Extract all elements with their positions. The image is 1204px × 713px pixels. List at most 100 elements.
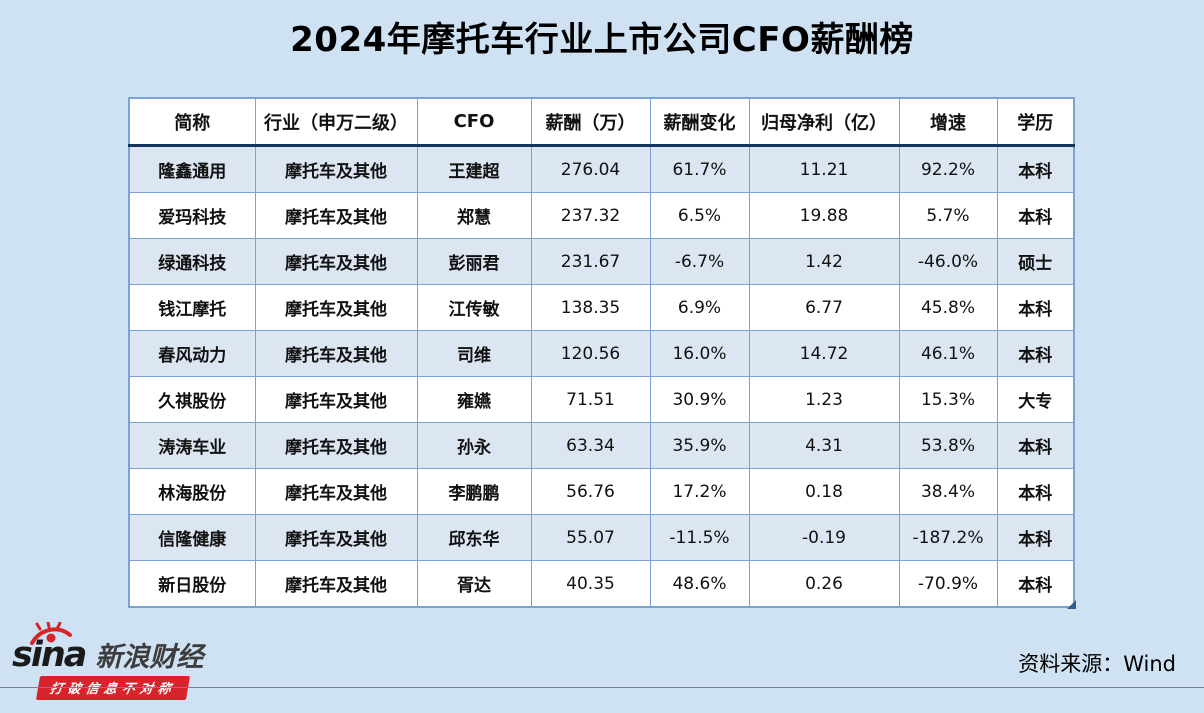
table-cell: 大专 xyxy=(996,376,1075,423)
table-cell: 本科 xyxy=(996,514,1075,561)
table-row: 春风动力 摩托车及其他 司维 120.56 16.0% 14.72 46.1% 本科 xyxy=(128,330,1075,377)
table-cell: -6.7% xyxy=(649,238,750,285)
table-cell: 司维 xyxy=(416,330,532,377)
table-cell: 40.35 xyxy=(530,560,651,608)
table-cell: 本科 xyxy=(996,192,1075,239)
table-cell: 孙永 xyxy=(416,422,532,469)
table-cell: 绿通科技 xyxy=(128,238,256,285)
sina-wordmark: sina xyxy=(12,635,87,675)
table-cell: 55.07 xyxy=(530,514,651,561)
footer-divider xyxy=(0,687,1204,688)
logo-wordmark: sina 新浪财经 xyxy=(12,638,232,673)
sina-eye-icon xyxy=(30,622,72,645)
table-cell: 1.23 xyxy=(748,376,900,423)
table-row: 钱江摩托 摩托车及其他 江传敏 138.35 6.9% 6.77 45.8% 本科 xyxy=(128,284,1075,331)
slogan-ribbon: 打破信息不对称 xyxy=(35,676,191,700)
column-header: 薪酬变化 xyxy=(649,97,750,147)
column-header: 增速 xyxy=(898,97,998,147)
table-cell: 本科 xyxy=(996,422,1075,469)
table-cell: 16.0% xyxy=(649,330,750,377)
table-cell: -70.9% xyxy=(898,560,998,608)
table-cell: 276.04 xyxy=(530,145,651,193)
table-cell: 5.7% xyxy=(898,192,998,239)
table-cell: 雍嬿 xyxy=(416,376,532,423)
table-cell: 15.3% xyxy=(898,376,998,423)
table-cell: 53.8% xyxy=(898,422,998,469)
table-row: 信隆健康 摩托车及其他 邱东华 55.07 -11.5% -0.19 -187.2% 本科 xyxy=(128,514,1075,561)
table-cell: 摩托车及其他 xyxy=(254,145,418,193)
table-cell: 120.56 xyxy=(530,330,651,377)
table-cell: 本科 xyxy=(996,284,1075,331)
data-source-label: 资料来源：Wind xyxy=(1018,652,1176,676)
table-cell: 久祺股份 xyxy=(128,376,256,423)
table-cell: 钱江摩托 xyxy=(128,284,256,331)
table-cell: 林海股份 xyxy=(128,468,256,515)
table-row: 涛涛车业 摩托车及其他 孙永 63.34 35.9% 4.31 53.8% 本科 xyxy=(128,422,1075,469)
table-cell: 6.5% xyxy=(649,192,750,239)
table-cell: 48.6% xyxy=(649,560,750,608)
table-cell: 17.2% xyxy=(649,468,750,515)
table-cell: 新日股份 xyxy=(128,560,256,608)
table-cell: 46.1% xyxy=(898,330,998,377)
table-cell: 231.67 xyxy=(530,238,651,285)
table-cell: 彭丽君 xyxy=(416,238,532,285)
table-cell: 61.7% xyxy=(649,145,750,193)
table-cell: 信隆健康 xyxy=(128,514,256,561)
table-cell: 摩托车及其他 xyxy=(254,238,418,285)
table-cell: 摩托车及其他 xyxy=(254,514,418,561)
page-title: 2024年摩托车行业上市公司CFO薪酬榜 xyxy=(290,20,914,60)
cfo-table: 简称 行业（申万二级） CFO 薪酬（万） 薪酬变化 归母净利（亿） 增速 学历 隆鑫通用 摩托车… xyxy=(128,97,1075,608)
table-cell: 摩托车及其他 xyxy=(254,376,418,423)
table-cell: 郑慧 xyxy=(416,192,532,239)
column-header: 归母净利（亿） xyxy=(748,97,900,147)
table-cell: 237.32 xyxy=(530,192,651,239)
table-cell: 14.72 xyxy=(748,330,900,377)
column-header: 学历 xyxy=(996,97,1075,147)
header-row: 简称 行业（申万二级） CFO 薪酬（万） 薪酬变化 归母净利（亿） 增速 学历 xyxy=(128,97,1075,147)
table-cell: 王建超 xyxy=(416,145,532,193)
table-cell: -0.19 xyxy=(748,514,900,561)
table-cell: 1.42 xyxy=(748,238,900,285)
table-cell: 硕士 xyxy=(996,238,1075,285)
table-cell: 胥达 xyxy=(416,560,532,608)
table-cell: 本科 xyxy=(996,468,1075,515)
table-cell: 涛涛车业 xyxy=(128,422,256,469)
table-cell: 摩托车及其他 xyxy=(254,330,418,377)
table-cell: 38.4% xyxy=(898,468,998,515)
table-cell: -187.2% xyxy=(898,514,998,561)
table-cell: 92.2% xyxy=(898,145,998,193)
table-row: 久祺股份 摩托车及其他 雍嬿 71.51 30.9% 1.23 15.3% 大专 xyxy=(128,376,1075,423)
table-row: 绿通科技 摩托车及其他 彭丽君 231.67 -6.7% 1.42 -46.0% 硕士 xyxy=(128,238,1075,285)
table-cell: 4.31 xyxy=(748,422,900,469)
table-cell: 摩托车及其他 xyxy=(254,560,418,608)
table-cell: 6.9% xyxy=(649,284,750,331)
column-header: CFO xyxy=(416,97,532,147)
table-row: 隆鑫通用 摩托车及其他 王建超 276.04 61.7% 11.21 92.2% 本科 xyxy=(128,145,1075,193)
table-row: 爱玛科技 摩托车及其他 郑慧 237.32 6.5% 19.88 5.7% 本科 xyxy=(128,192,1075,239)
table-cell: 0.26 xyxy=(748,560,900,608)
table-cell: 本科 xyxy=(996,560,1075,608)
table-cell: 隆鑫通用 xyxy=(128,145,256,193)
table-cell: 71.51 xyxy=(530,376,651,423)
column-header: 简称 xyxy=(128,97,256,147)
column-header: 行业（申万二级） xyxy=(254,97,418,147)
cfo-salary-table-container: 简称 行业（申万二级） CFO 薪酬（万） 薪酬变化 归母净利（亿） 增速 学历 隆鑫通用 摩托车… xyxy=(128,97,1076,609)
table-cell: 春风动力 xyxy=(128,330,256,377)
table-cell: 摩托车及其他 xyxy=(254,422,418,469)
table-cell: 李鹏鹏 xyxy=(416,468,532,515)
table-corner-handle xyxy=(1067,600,1076,609)
table-row: 新日股份 摩托车及其他 胥达 40.35 48.6% 0.26 -70.9% 本科 xyxy=(128,560,1075,608)
table-cell: 本科 xyxy=(996,330,1075,377)
column-header: 薪酬（万） xyxy=(530,97,651,147)
table-row: 林海股份 摩托车及其他 李鹏鹏 56.76 17.2% 0.18 38.4% 本科 xyxy=(128,468,1075,515)
table-cell: 138.35 xyxy=(530,284,651,331)
table-cell: 19.88 xyxy=(748,192,900,239)
table-cell: 邱东华 xyxy=(416,514,532,561)
table-cell: -46.0% xyxy=(898,238,998,285)
table-cell: 摩托车及其他 xyxy=(254,468,418,515)
sina-finance-logo: sina 新浪财经 打破信息不对称 xyxy=(12,622,232,700)
table-cell: 45.8% xyxy=(898,284,998,331)
table-cell: 6.77 xyxy=(748,284,900,331)
table-cell: 江传敏 xyxy=(416,284,532,331)
